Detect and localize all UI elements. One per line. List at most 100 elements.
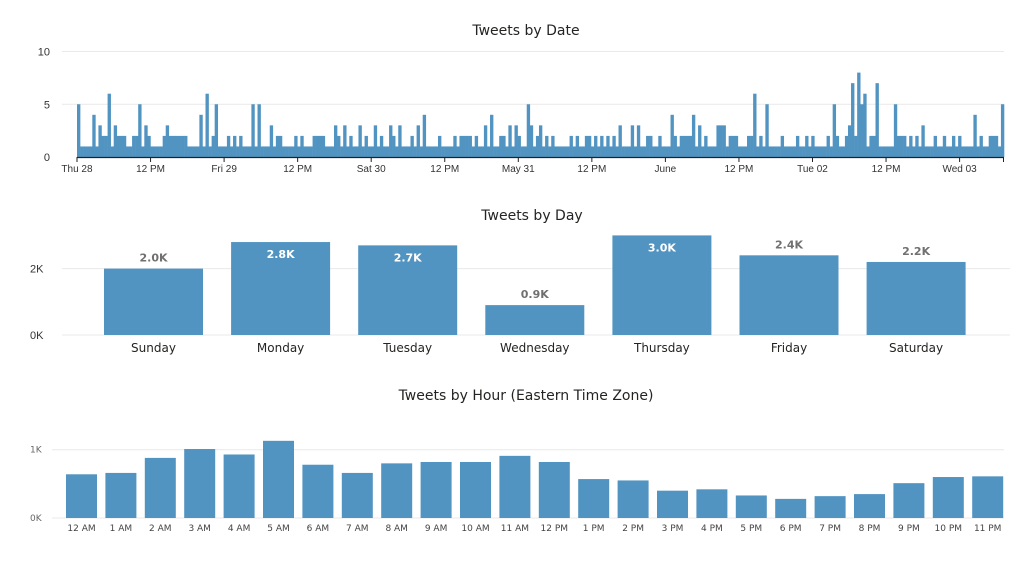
hour-bar — [735, 495, 767, 518]
date-bar — [569, 135, 573, 157]
date-bar — [918, 146, 922, 157]
date-bar — [832, 104, 837, 157]
date-bar — [214, 104, 219, 157]
date-bar — [343, 125, 347, 157]
hour-bar — [66, 474, 97, 518]
date-bar — [190, 146, 194, 157]
date-bar — [480, 146, 485, 157]
date-bar — [526, 104, 531, 157]
date-bar — [431, 146, 436, 157]
date-bar — [450, 146, 454, 157]
date-bar — [973, 114, 977, 157]
x-tick-label: 12 PM — [724, 164, 753, 175]
date-bar — [468, 135, 472, 157]
date-bar — [780, 135, 785, 157]
hour-bar — [854, 494, 885, 518]
hour-bar — [775, 498, 807, 518]
hour-bar — [460, 461, 491, 518]
data-label: 2.8K — [267, 248, 295, 261]
date-bar — [750, 135, 754, 157]
date-bar — [600, 135, 604, 157]
date-bar — [912, 146, 916, 157]
date-bar — [548, 146, 552, 157]
x-category-label: 8 AM — [385, 524, 408, 534]
date-bar — [646, 135, 650, 157]
date-bar — [315, 135, 319, 157]
date-bar — [376, 146, 381, 157]
date-bar — [652, 146, 656, 157]
date-bar — [165, 125, 170, 157]
date-bar — [639, 146, 644, 157]
date-bar — [422, 114, 427, 157]
x-tick-label: 12 PM — [283, 164, 312, 175]
date-bar — [92, 114, 96, 157]
date-bar — [379, 135, 384, 157]
date-bar — [955, 146, 959, 157]
date-bar — [719, 125, 723, 157]
x-category-label: Wednesday — [500, 341, 569, 355]
date-bar — [453, 135, 457, 157]
date-bar — [486, 146, 491, 157]
date-bar — [306, 146, 310, 157]
date-bar — [985, 146, 990, 157]
date-bar — [441, 146, 445, 157]
date-bar — [116, 135, 121, 157]
date-bar — [734, 135, 739, 157]
x-tick-label: 12 PM — [577, 164, 606, 175]
x-category-label: Sunday — [131, 341, 176, 355]
date-bar — [915, 135, 919, 157]
date-bar — [413, 146, 417, 157]
date-bar — [211, 135, 215, 157]
date-bar — [456, 146, 460, 157]
date-bar — [664, 146, 668, 157]
date-bar — [673, 135, 677, 157]
date-bar — [538, 125, 543, 157]
date-bar — [245, 146, 249, 157]
date-bar — [811, 135, 815, 157]
date-bar — [340, 146, 344, 157]
date-bar — [364, 135, 368, 157]
x-category-label: 10 AM — [461, 524, 489, 534]
date-bar — [948, 146, 953, 157]
date-bar — [795, 135, 800, 157]
date-bar — [936, 146, 941, 157]
date-bar — [361, 146, 365, 157]
date-bar — [970, 146, 974, 157]
date-bar — [594, 135, 598, 157]
date-bar — [881, 146, 885, 157]
date-bar — [119, 135, 124, 157]
hour-bar — [341, 472, 373, 518]
date-bar — [731, 135, 736, 157]
date-bar — [655, 146, 659, 157]
date-bar — [511, 146, 515, 157]
x-category-label: Tuesday — [382, 341, 432, 355]
day-bar — [866, 261, 966, 335]
hour-bar — [578, 479, 610, 518]
date-bar — [324, 146, 329, 157]
hour-bar — [105, 472, 137, 518]
tweets-by-date-chart: Tweets by Date 0 5 10 Thu 28 12 PM Fri 29 12 … — [38, 23, 1005, 175]
date-bar — [401, 146, 405, 157]
date-bar — [759, 135, 763, 157]
date-bar — [110, 146, 115, 157]
date-bar — [517, 135, 521, 157]
x-category-label: 4 AM — [228, 524, 251, 534]
data-label: 3.0K — [648, 241, 676, 254]
y-tick-label: 5 — [44, 99, 50, 111]
date-bar — [171, 135, 176, 157]
date-bar — [447, 146, 451, 157]
date-bar — [676, 146, 681, 157]
date-bar — [679, 135, 684, 157]
date-bar — [407, 146, 411, 157]
date-bar — [603, 146, 607, 157]
date-bar — [991, 135, 996, 157]
date-bar — [878, 146, 882, 157]
date-bar — [80, 146, 84, 157]
x-tick-label: Wed 03 — [942, 164, 977, 175]
date-bar — [459, 135, 463, 157]
y-tick-label: 10 — [38, 47, 50, 59]
date-bar — [942, 135, 947, 157]
x-tick-label: 12 PM — [136, 164, 165, 175]
date-bar — [618, 125, 622, 157]
